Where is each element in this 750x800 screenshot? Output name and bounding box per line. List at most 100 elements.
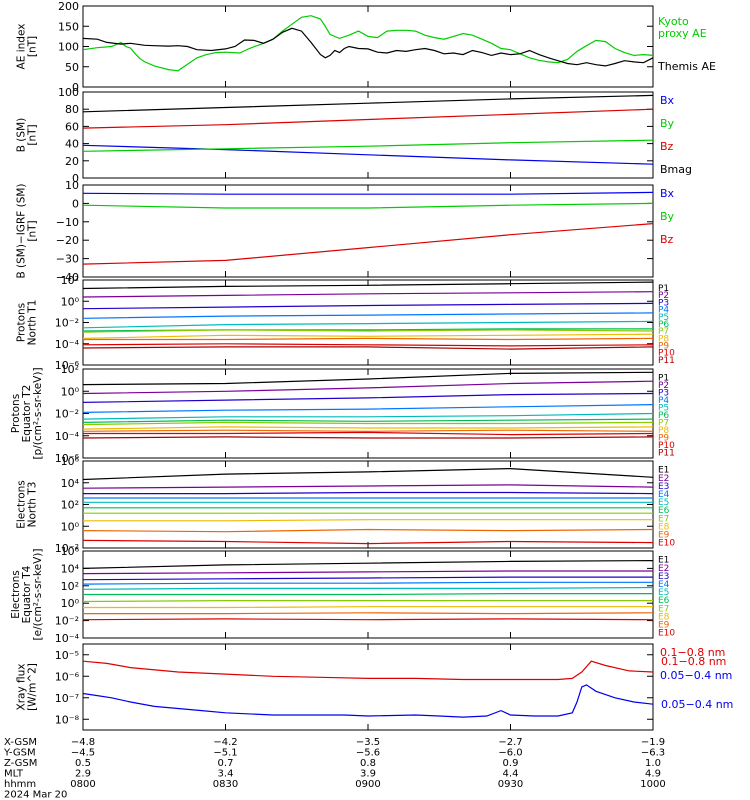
panel-ee: 10⁻⁴ 10⁻² 10⁰ 10² 10⁴ 10⁶ Electrons Equator T4[… — [10, 545, 675, 645]
legend-pe-p11: P11 — [658, 449, 675, 459]
y-tick-label: −40 — [56, 271, 79, 284]
series-line-p2 — [82, 380, 654, 395]
y-tick-label: 10⁻⁸ — [55, 713, 80, 726]
legend-bdiff-bz: Bz — [660, 233, 674, 246]
legend-bdiff-by: By — [660, 210, 675, 223]
panel-frame — [82, 91, 654, 179]
y-tick-label: 10 — [65, 179, 79, 192]
y-tick-label: 150 — [58, 20, 79, 33]
series-line-p1 — [82, 371, 654, 386]
y-tick-label: 80 — [65, 103, 79, 116]
y-tick-label: 10⁻⁶ — [55, 452, 80, 465]
legend-pe-p1: P1 — [658, 373, 669, 383]
series-line-e9 — [83, 612, 654, 615]
legend-en-e10: E10 — [658, 539, 675, 549]
y-tick-label: 10⁻⁴ — [55, 338, 80, 351]
orbit-row-value: 4.4 — [503, 769, 519, 780]
series-line-e9 — [82, 528, 654, 533]
y-tick-label: 20 — [65, 155, 79, 168]
series-line-p4 — [82, 404, 654, 413]
orbit-row-label: Z-GSM — [4, 758, 37, 769]
series-line-e6 — [83, 592, 653, 596]
legend-xray-0.05−0.4 nm: 0.05−0.4 nm — [660, 669, 732, 682]
legend-pn-p5: P5 — [658, 313, 669, 323]
orbit-row-value: −6.3 — [641, 748, 665, 759]
y-axis-label: B (SM)−IGRF (SM) — [16, 183, 28, 278]
legend-b-bx: Bx — [660, 94, 675, 107]
y-tick-label: 40 — [65, 138, 79, 151]
series-line-p9 — [82, 429, 654, 432]
y-axis-label: Equator T2 — [21, 385, 33, 443]
series-line-p8 — [82, 333, 654, 339]
y-axis-label: Protons — [10, 394, 22, 433]
y-tick-label: 10⁻⁶ — [55, 359, 80, 372]
legend-ee-e8: E8 — [658, 612, 670, 622]
series-line-e2 — [82, 570, 653, 575]
panel-frame — [82, 460, 654, 549]
orbit-row-value: 1.0 — [645, 758, 661, 769]
legend-ee-e3: E3 — [658, 572, 669, 582]
y-tick-label: 0 — [72, 197, 79, 210]
y-tick-label: 10⁰ — [61, 385, 80, 398]
legend-xray-1: 0.05−0.4 nm — [661, 698, 733, 711]
y-tick-label: −20 — [56, 234, 79, 247]
series-line-bmag — [82, 94, 654, 113]
series-line-e10 — [82, 618, 654, 621]
series-line-bz — [82, 108, 654, 129]
legend-b-by: By — [660, 117, 675, 130]
legend-pn-p9: P9 — [658, 341, 669, 351]
y-axis-label: Protons — [16, 303, 28, 342]
legend-pe-p9: P9 — [658, 434, 669, 444]
y-tick-label: 10² — [61, 580, 79, 593]
y-axis-label: [nT] — [27, 124, 39, 145]
legend-pe-p5: P5 — [658, 403, 669, 413]
legend-pn-p3: P3 — [658, 298, 669, 308]
legend-pn-p2: P2 — [658, 291, 669, 301]
y-tick-label: 10⁰ — [61, 520, 80, 533]
series-line-e1 — [82, 559, 654, 569]
y-axis-label: [e/(cm²-s-sr-keV)] — [32, 549, 44, 641]
series-line-p1 — [82, 281, 654, 290]
series-line-0-1-0-8-nm — [82, 660, 654, 681]
series-line-p2 — [82, 291, 654, 298]
legend-pn-p8: P8 — [658, 334, 669, 344]
series-line-p11 — [82, 346, 654, 350]
series-line-p7 — [82, 329, 654, 333]
y-tick-label: 10² — [61, 499, 79, 512]
y-tick-label: 10⁻² — [55, 408, 79, 421]
y-axis-label: North T1 — [27, 300, 39, 346]
legend-pe-p2: P2 — [658, 381, 669, 391]
y-tick-label: 10² — [61, 363, 79, 376]
y-tick-label: 10⁻² — [55, 317, 79, 330]
orbit-row-value: −3.5 — [356, 737, 380, 748]
y-axis-label: Equator T4 — [21, 565, 33, 623]
y-tick-label: 10⁻⁶ — [55, 670, 80, 683]
orbit-row-value: −1.9 — [641, 737, 665, 748]
y-tick-label: 10⁶ — [61, 545, 80, 558]
legend-ee-e2: E2 — [658, 564, 669, 574]
series-line-p10 — [82, 343, 654, 347]
legend-en-e2: E2 — [658, 474, 669, 484]
series-line-e5 — [82, 586, 654, 590]
orbit-row-label: hhmm — [4, 779, 36, 790]
y-tick-label: 50 — [65, 61, 79, 74]
legend-kyoto-ae: proxy AE — [658, 27, 707, 40]
y-axis-label: Xray flux — [16, 664, 28, 711]
series-line-p11 — [82, 436, 654, 439]
y-tick-label: 10² — [61, 274, 79, 287]
series-line-bx — [82, 144, 654, 165]
legend-en-e4: E4 — [658, 490, 670, 500]
series-line-themis-ae — [82, 27, 654, 67]
legend-b-bz: Bz — [660, 140, 674, 153]
y-axis-label: [W/m^2] — [27, 663, 39, 711]
y-tick-label: 10⁴ — [61, 477, 80, 490]
orbit-row-value: 1000 — [640, 779, 665, 790]
legend-en-e6: E6 — [658, 506, 670, 516]
legend-themis-ae: Themis AE — [657, 60, 716, 73]
legend-pn-p11: P11 — [658, 356, 675, 366]
series-line-e2 — [82, 484, 654, 489]
y-tick-label: 10⁻⁵ — [55, 649, 79, 662]
panel-frame — [82, 184, 654, 278]
series-line-p8 — [82, 426, 654, 430]
